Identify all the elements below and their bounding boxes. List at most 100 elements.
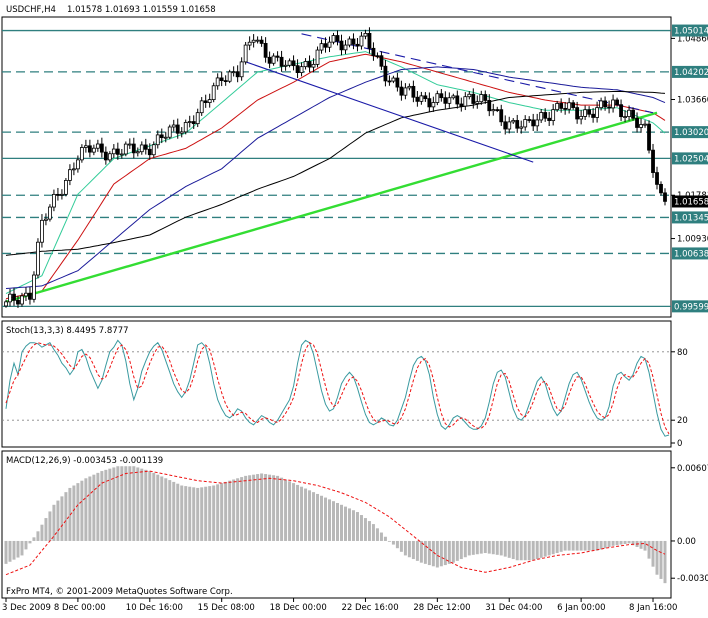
candle[interactable] bbox=[331, 32, 336, 45]
candle[interactable] bbox=[407, 83, 412, 91]
candle[interactable] bbox=[52, 189, 56, 212]
candle[interactable] bbox=[563, 101, 568, 115]
candle[interactable] bbox=[75, 155, 80, 173]
candle[interactable] bbox=[355, 38, 360, 52]
candle[interactable] bbox=[463, 92, 468, 111]
candle[interactable] bbox=[587, 106, 592, 118]
candle[interactable] bbox=[195, 108, 200, 128]
candle[interactable] bbox=[547, 111, 552, 126]
candle[interactable] bbox=[539, 108, 544, 123]
stochastic-pane[interactable]: Stoch(13,3,3) 8.4495 7.8777 80 20 0 bbox=[1, 320, 688, 449]
candle[interactable] bbox=[579, 110, 584, 125]
candle[interactable] bbox=[591, 108, 596, 123]
candle[interactable] bbox=[79, 144, 84, 163]
candle[interactable] bbox=[191, 115, 196, 129]
candle[interactable] bbox=[235, 65, 240, 83]
candle[interactable] bbox=[319, 39, 324, 54]
candle[interactable] bbox=[611, 94, 615, 113]
candle[interactable] bbox=[507, 116, 512, 134]
candle[interactable] bbox=[339, 34, 344, 56]
candle[interactable] bbox=[99, 137, 104, 158]
candle[interactable] bbox=[451, 93, 456, 100]
candle[interactable] bbox=[287, 58, 292, 68]
candle[interactable] bbox=[415, 90, 420, 107]
candle[interactable] bbox=[599, 97, 603, 111]
candle[interactable] bbox=[559, 98, 564, 113]
candle[interactable] bbox=[283, 60, 288, 71]
candle[interactable] bbox=[91, 144, 96, 156]
candle[interactable] bbox=[243, 41, 248, 65]
candle[interactable] bbox=[275, 51, 280, 62]
candle[interactable] bbox=[419, 91, 424, 105]
candle[interactable] bbox=[543, 108, 548, 122]
candle[interactable] bbox=[263, 37, 268, 63]
candle[interactable] bbox=[159, 128, 164, 144]
candle[interactable] bbox=[491, 103, 496, 116]
candle[interactable] bbox=[663, 188, 667, 206]
candle[interactable] bbox=[411, 80, 416, 103]
candle[interactable] bbox=[455, 90, 460, 109]
candle[interactable] bbox=[619, 99, 623, 122]
candle[interactable] bbox=[8, 288, 12, 307]
candle[interactable] bbox=[615, 97, 619, 107]
candle[interactable] bbox=[135, 147, 140, 157]
candle[interactable] bbox=[431, 96, 436, 112]
candle[interactable] bbox=[495, 106, 500, 113]
candle[interactable] bbox=[271, 53, 276, 66]
candle[interactable] bbox=[207, 93, 212, 108]
price-pane[interactable]: 1.048601.036601.017811.009301.050141.042… bbox=[1, 16, 708, 318]
candle[interactable] bbox=[519, 120, 524, 134]
candle[interactable] bbox=[199, 97, 204, 116]
candle[interactable] bbox=[327, 36, 332, 53]
candle[interactable] bbox=[127, 138, 132, 149]
candle[interactable] bbox=[335, 30, 340, 46]
candle[interactable] bbox=[151, 141, 156, 158]
candle[interactable] bbox=[423, 92, 428, 102]
candle[interactable] bbox=[279, 50, 284, 72]
candle[interactable] bbox=[211, 82, 216, 103]
candle[interactable] bbox=[215, 73, 220, 90]
candle[interactable] bbox=[367, 27, 372, 54]
candle[interactable] bbox=[291, 55, 296, 71]
candle[interactable] bbox=[343, 40, 348, 55]
candle[interactable] bbox=[87, 139, 92, 158]
candle[interactable] bbox=[60, 189, 64, 200]
candle[interactable] bbox=[12, 287, 16, 306]
candle[interactable] bbox=[487, 94, 492, 117]
candle[interactable] bbox=[447, 92, 452, 108]
candle[interactable] bbox=[403, 83, 408, 100]
candle[interactable] bbox=[635, 112, 639, 133]
candle[interactable] bbox=[607, 100, 611, 114]
candle[interactable] bbox=[71, 162, 76, 176]
candle[interactable] bbox=[435, 90, 440, 106]
candle[interactable] bbox=[36, 238, 40, 279]
candle[interactable] bbox=[575, 101, 580, 124]
candle[interactable] bbox=[32, 271, 36, 303]
candle[interactable] bbox=[443, 91, 448, 109]
candle[interactable] bbox=[391, 75, 396, 84]
candle[interactable] bbox=[103, 146, 108, 165]
candle[interactable] bbox=[16, 295, 20, 308]
candle[interactable] bbox=[499, 104, 504, 126]
candle[interactable] bbox=[531, 113, 536, 132]
candle[interactable] bbox=[483, 90, 488, 104]
candle[interactable] bbox=[28, 287, 32, 305]
candle[interactable] bbox=[555, 100, 560, 112]
trendline-support[interactable] bbox=[5, 111, 658, 303]
candle[interactable] bbox=[459, 97, 464, 112]
candle[interactable] bbox=[223, 75, 228, 86]
candle[interactable] bbox=[187, 115, 192, 128]
candle[interactable] bbox=[227, 69, 232, 84]
candle[interactable] bbox=[44, 213, 48, 226]
candle[interactable] bbox=[383, 59, 388, 87]
candle[interactable] bbox=[427, 92, 432, 113]
candle[interactable] bbox=[551, 104, 556, 126]
candle[interactable] bbox=[163, 131, 168, 143]
candle[interactable] bbox=[351, 33, 356, 50]
candle[interactable] bbox=[203, 94, 208, 108]
candle[interactable] bbox=[303, 58, 308, 70]
candle[interactable] bbox=[467, 91, 472, 100]
candle[interactable] bbox=[56, 187, 60, 201]
